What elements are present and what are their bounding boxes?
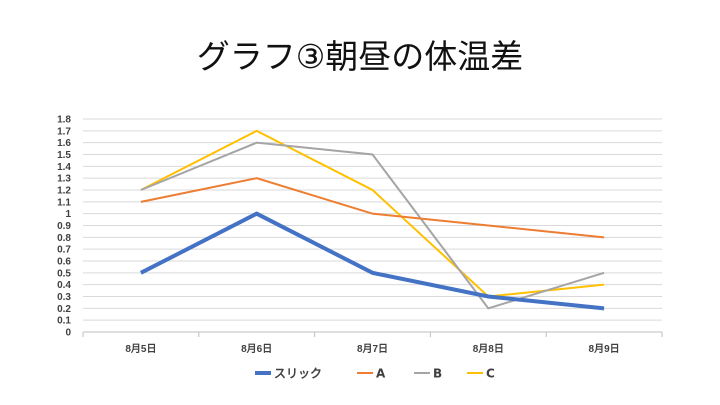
y-tick-label: 1.4 [57,162,71,173]
legend-label: スリック [274,367,322,381]
series-line-slick [139,211,605,311]
series-line-c [140,129,605,298]
x-tick-label: 8月8日 [473,343,504,355]
legend-label: B [433,367,442,381]
y-tick-label: 0.6 [57,257,71,268]
series-line-b [140,141,605,310]
y-tick-label: 0.1 [57,316,71,327]
y-tick-label: 1 [65,209,71,220]
y-tick-label: 0.7 [57,245,71,256]
y-tick-label: 1.1 [57,197,71,208]
y-tick-label: 0.5 [57,268,71,279]
y-tick-label: 0.8 [57,233,71,244]
x-tick-label: 8月9日 [589,343,620,355]
legend-label: C [486,367,495,381]
y-tick-label: 0.9 [57,221,71,232]
y-tick-label: 1.6 [57,138,71,149]
y-tick-label: 1.3 [57,174,71,185]
x-tick-label: 8月6日 [241,343,272,355]
y-tick-label: 0.2 [57,304,71,315]
legend-label: A [376,367,386,381]
x-tick-label: 8月7日 [357,343,388,355]
x-tick-label: 8月5日 [125,343,156,355]
y-tick-label: 0.4 [57,280,71,291]
y-tick-label: 1.7 [57,126,71,137]
y-tick-label: 1.5 [57,150,71,161]
y-tick-label: 1.2 [57,186,71,197]
y-tick-label: 1.8 [57,115,71,126]
chart-title: グラフ③朝昼の体温差 [196,37,524,76]
y-tick-label: 0.3 [57,292,71,303]
series-line-a [140,177,605,239]
y-tick-label: 0 [65,328,71,339]
